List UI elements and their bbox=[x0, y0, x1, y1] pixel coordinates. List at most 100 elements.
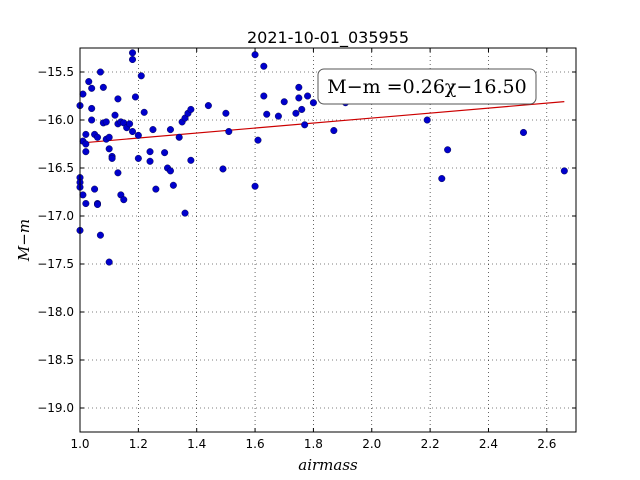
data-point bbox=[102, 118, 110, 126]
data-point bbox=[129, 49, 137, 57]
data-point bbox=[94, 200, 102, 208]
data-point bbox=[222, 109, 230, 117]
data-point bbox=[298, 105, 306, 113]
data-point bbox=[105, 133, 113, 141]
data-point bbox=[88, 84, 96, 92]
data-point bbox=[146, 157, 154, 165]
data-point bbox=[129, 128, 137, 136]
data-point bbox=[129, 56, 137, 64]
data-point bbox=[260, 92, 268, 100]
data-point bbox=[79, 191, 87, 199]
x-tick-label: 1.2 bbox=[129, 437, 148, 451]
data-point bbox=[82, 130, 90, 138]
data-point bbox=[137, 72, 145, 80]
data-point bbox=[169, 181, 177, 189]
data-point bbox=[99, 83, 107, 91]
data-point bbox=[295, 94, 303, 102]
data-point bbox=[301, 121, 309, 129]
data-point bbox=[251, 51, 259, 59]
data-point bbox=[134, 131, 142, 139]
x-tick-label: 1.6 bbox=[246, 437, 265, 451]
data-point bbox=[263, 110, 271, 118]
data-point bbox=[219, 165, 227, 173]
y-axis-label: M−m bbox=[15, 219, 33, 262]
x-tick-label: 2.6 bbox=[537, 437, 556, 451]
data-point bbox=[88, 116, 96, 124]
annotation-box bbox=[317, 68, 537, 105]
grid-lines bbox=[79, 48, 576, 432]
data-point bbox=[187, 105, 195, 113]
data-point bbox=[96, 68, 104, 76]
data-point bbox=[166, 167, 174, 175]
axis-ticks: 1.0 1.2 1.4 1.6 1.8 2.0 2.2 2.4 2.6 −19.0 −18.5 −18… bbox=[37, 48, 576, 451]
data-point bbox=[108, 154, 116, 162]
data-point bbox=[260, 62, 268, 70]
data-point bbox=[82, 148, 90, 156]
data-point bbox=[560, 167, 568, 175]
x-tick-label: 2.2 bbox=[421, 437, 440, 451]
fit-annotation: M−m =0.26χ−16.50 bbox=[317, 68, 537, 105]
data-point bbox=[114, 95, 122, 103]
data-point bbox=[181, 209, 189, 217]
chart-title: 2021-10-01_035955 bbox=[247, 28, 409, 48]
data-point bbox=[88, 104, 96, 112]
data-point bbox=[175, 133, 183, 141]
data-point bbox=[423, 116, 431, 124]
data-point bbox=[254, 136, 262, 144]
x-tick-label: 1.8 bbox=[304, 437, 323, 451]
data-point bbox=[85, 78, 93, 86]
data-point bbox=[126, 120, 134, 128]
data-point bbox=[292, 109, 300, 117]
data-point bbox=[304, 92, 312, 100]
y-tick-label: −17.0 bbox=[37, 209, 74, 223]
fit-line-group bbox=[79, 101, 565, 144]
data-point bbox=[146, 148, 154, 156]
x-tick-label: 2.0 bbox=[362, 437, 381, 451]
data-point bbox=[295, 83, 303, 91]
data-point bbox=[149, 126, 157, 134]
data-point bbox=[114, 169, 122, 177]
data-point bbox=[161, 149, 169, 157]
data-point bbox=[330, 127, 338, 135]
y-tick-label: −16.5 bbox=[37, 161, 74, 175]
x-axis-label: airmass bbox=[298, 456, 358, 474]
data-point bbox=[79, 90, 87, 98]
x-tick-label: 1.4 bbox=[187, 437, 206, 451]
data-point bbox=[96, 231, 104, 239]
data-point bbox=[280, 98, 288, 106]
data-point bbox=[111, 111, 119, 119]
y-tick-label: −19.0 bbox=[37, 401, 74, 415]
data-point bbox=[519, 128, 527, 136]
y-tick-label: −15.5 bbox=[37, 65, 74, 79]
data-point bbox=[251, 182, 259, 190]
data-point bbox=[82, 200, 90, 208]
x-tick-label: 2.4 bbox=[479, 437, 498, 451]
data-point bbox=[444, 146, 452, 154]
data-point bbox=[166, 126, 174, 134]
y-tick-label: −18.0 bbox=[37, 305, 74, 319]
data-point bbox=[131, 93, 139, 101]
fit-line bbox=[79, 101, 565, 144]
plot-frame bbox=[79, 47, 577, 433]
y-tick-label: −16.0 bbox=[37, 113, 74, 127]
data-point bbox=[94, 133, 102, 141]
data-point bbox=[105, 258, 113, 266]
data-point bbox=[152, 185, 160, 193]
annotation-text: M−m =0.26χ−16.50 bbox=[327, 76, 526, 98]
data-point bbox=[204, 102, 212, 110]
y-tick-label: −18.5 bbox=[37, 353, 74, 367]
scatter-points bbox=[76, 49, 568, 266]
data-point bbox=[120, 196, 128, 204]
data-point bbox=[105, 145, 113, 153]
data-point bbox=[82, 140, 90, 148]
data-point bbox=[438, 175, 446, 183]
data-point bbox=[225, 128, 233, 136]
data-point bbox=[91, 185, 99, 193]
x-tick-label: 1.0 bbox=[70, 437, 89, 451]
data-point bbox=[309, 99, 317, 107]
data-point bbox=[187, 156, 195, 164]
data-point bbox=[134, 154, 142, 162]
y-tick-label: −17.5 bbox=[37, 257, 74, 271]
data-point bbox=[274, 112, 282, 120]
